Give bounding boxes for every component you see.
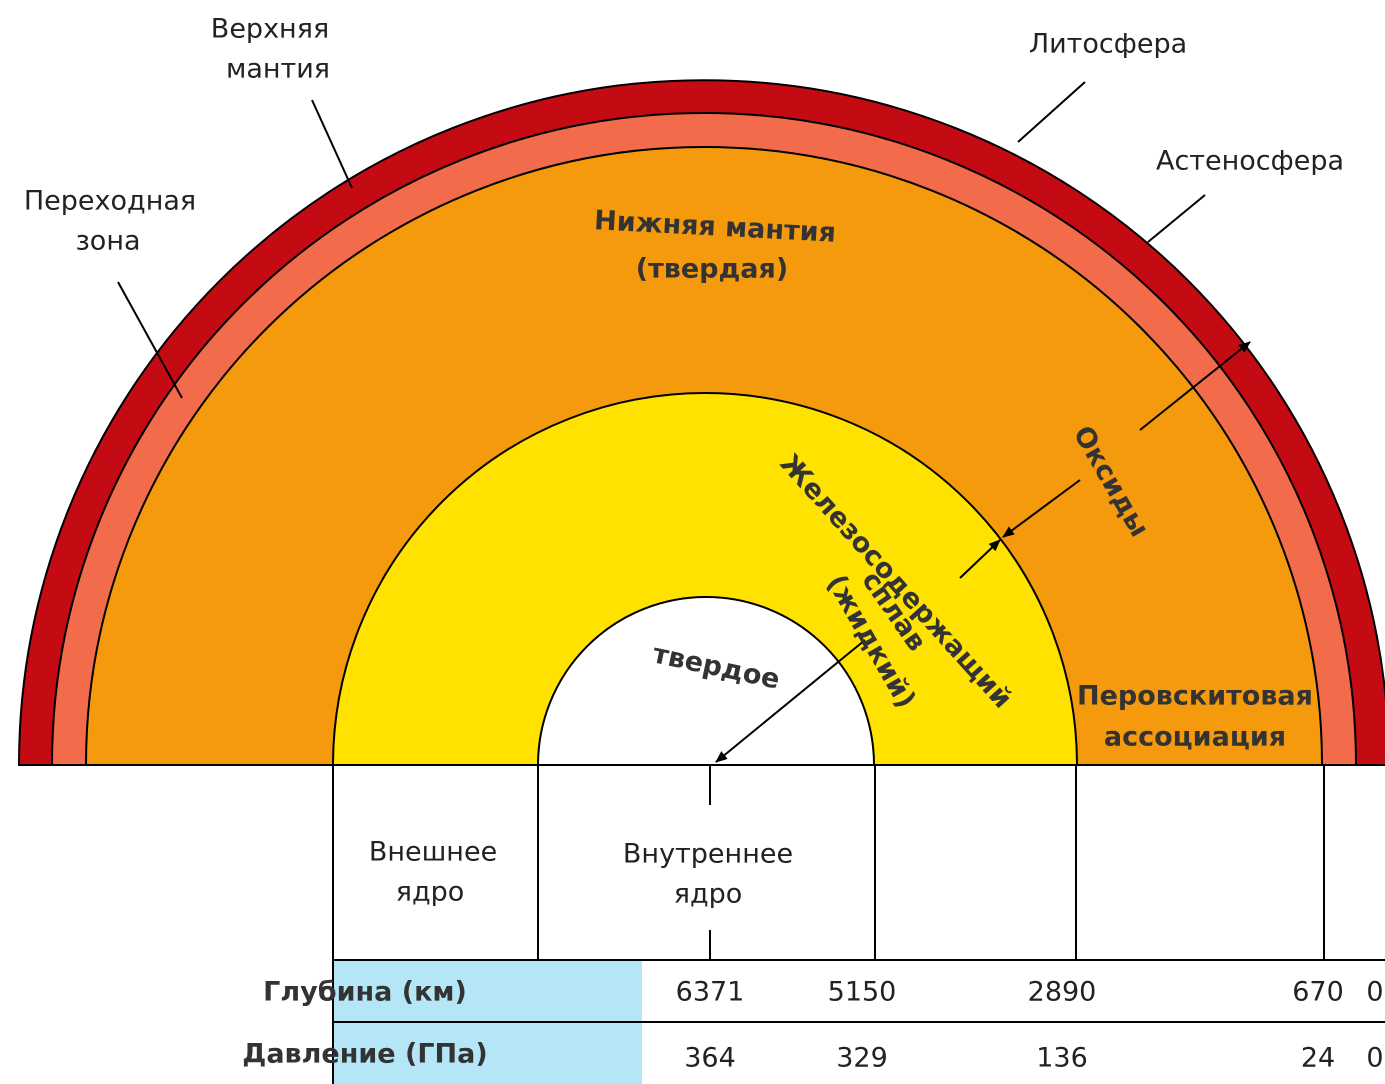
- row-header: Давление (ГПа): [242, 1039, 487, 1070]
- cell-value: 6371: [676, 977, 745, 1008]
- cell-value: 2890: [1028, 977, 1097, 1008]
- cell-value: 0: [1366, 1043, 1383, 1074]
- cell-value: 329: [836, 1043, 888, 1074]
- label: ядро: [396, 877, 465, 908]
- leader-line: [312, 100, 352, 188]
- label: Литосфера: [1029, 29, 1187, 60]
- cell-value: 364: [684, 1043, 736, 1074]
- label: зона: [75, 226, 140, 257]
- label: Внешнее: [369, 837, 497, 868]
- leader-line: [1148, 195, 1205, 242]
- label: ядро: [674, 879, 743, 910]
- leader-line: [1018, 82, 1085, 142]
- cell-value: 24: [1301, 1043, 1335, 1074]
- label: (твердая): [636, 254, 788, 285]
- label: Внутреннее: [623, 839, 793, 870]
- label: Перовскитовая: [1077, 681, 1313, 712]
- cell-value: 5150: [828, 977, 897, 1008]
- label: Верхняя: [211, 14, 329, 45]
- label: Переходная: [24, 186, 196, 217]
- label: мантия: [226, 54, 330, 85]
- earth-diagram: Верхняя мантия Литосфера Астеносфера Пер…: [0, 0, 1385, 1084]
- cell-value: 670: [1292, 977, 1344, 1008]
- cell-value: 0: [1366, 977, 1383, 1008]
- cell-value: 136: [1036, 1043, 1088, 1074]
- label: Астеносфера: [1156, 146, 1344, 177]
- row-header: Глубина (км): [263, 977, 467, 1008]
- label: ассоциация: [1104, 722, 1286, 753]
- table-lines: [19, 765, 1385, 1084]
